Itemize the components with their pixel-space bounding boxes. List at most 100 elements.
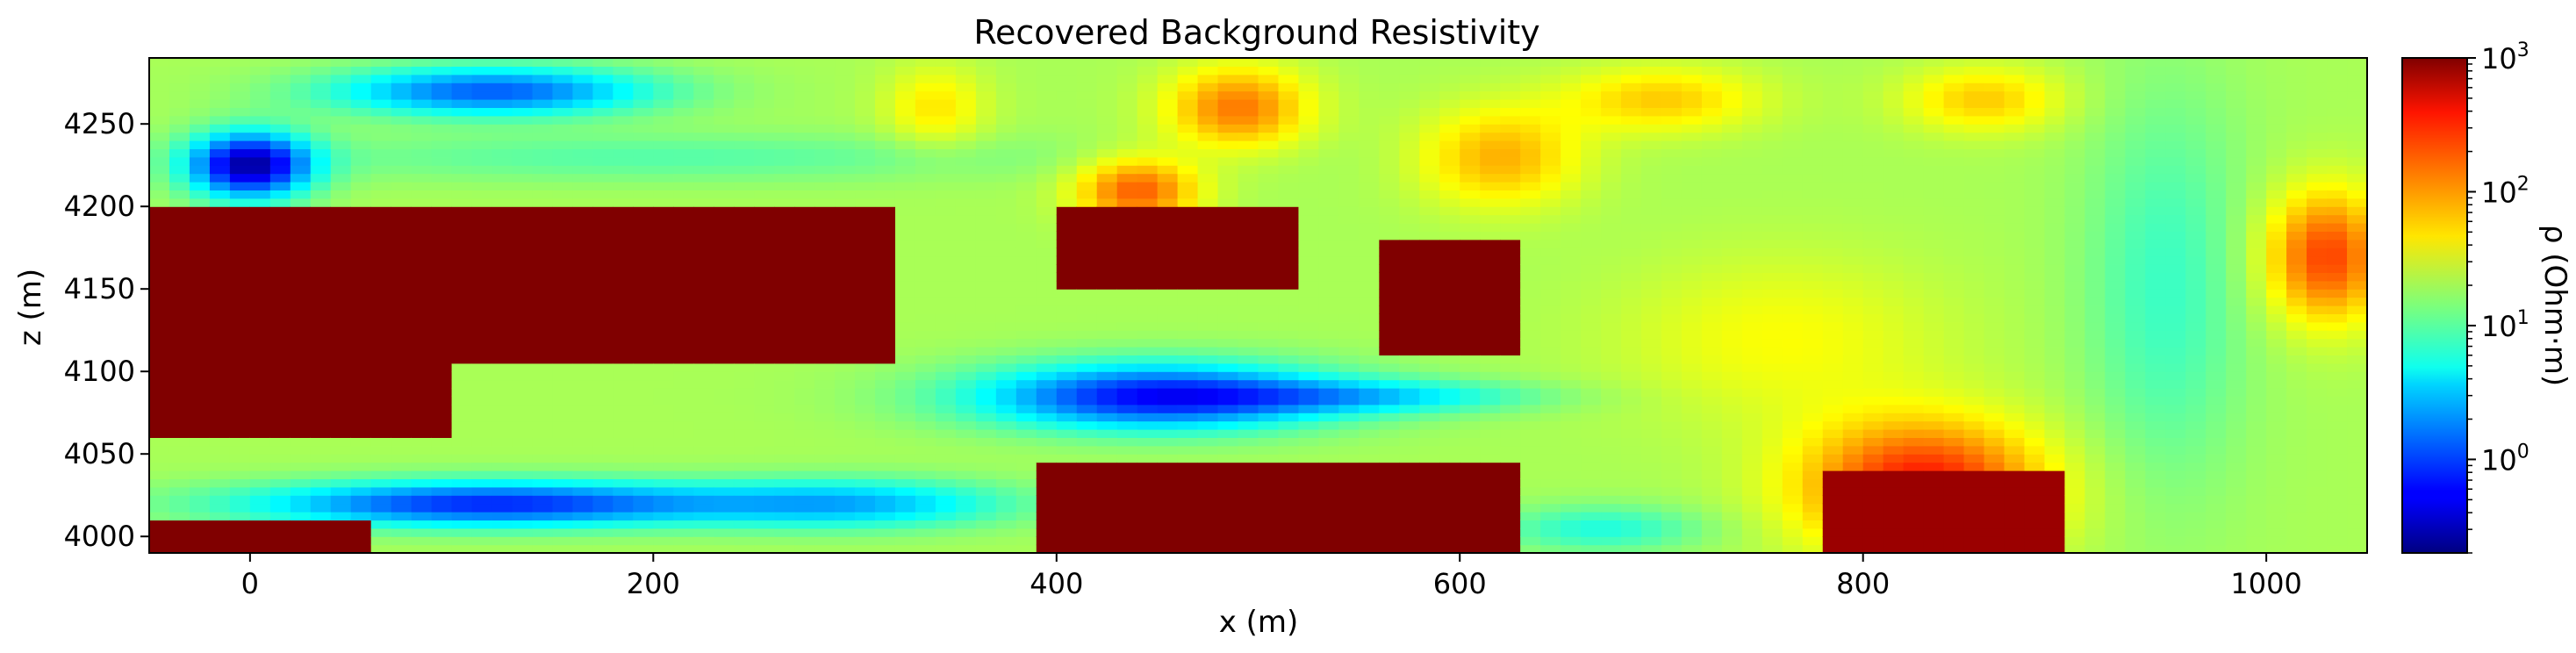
heatmap-cell xyxy=(411,231,433,240)
heatmap-cell xyxy=(1217,321,1239,331)
heatmap-cell xyxy=(774,214,795,224)
heatmap-cell xyxy=(1581,206,1602,216)
heatmap-cell xyxy=(471,371,493,381)
heatmap-cell xyxy=(875,404,896,413)
heatmap-cell xyxy=(1015,148,1037,158)
heatmap-cell xyxy=(1439,379,1460,389)
heatmap-cell xyxy=(492,248,513,257)
heatmap-cell xyxy=(1460,362,1481,372)
heatmap-cell xyxy=(714,132,735,141)
heatmap-cell xyxy=(673,66,694,75)
heatmap-cell xyxy=(290,362,312,372)
heatmap-cell xyxy=(714,264,735,273)
heatmap-cell xyxy=(350,330,372,340)
heatmap-cell xyxy=(552,486,574,496)
heatmap-cell xyxy=(1500,272,1521,282)
heatmap-cell xyxy=(1036,520,1058,529)
heatmap-cell xyxy=(894,206,916,216)
heatmap-cell xyxy=(855,223,876,232)
heatmap-cell xyxy=(471,520,493,529)
heatmap-cell xyxy=(431,182,453,190)
heatmap-cell xyxy=(1076,388,1098,397)
heatmap-cell xyxy=(835,223,856,232)
heatmap-cell xyxy=(1621,90,1642,100)
heatmap-cell xyxy=(1480,527,1501,537)
heatmap-cell xyxy=(350,347,372,355)
heatmap-cell xyxy=(1258,388,1280,397)
heatmap-cell xyxy=(1359,214,1380,224)
heatmap-cell xyxy=(592,437,614,447)
heatmap-cell xyxy=(894,330,916,340)
heatmap-cell xyxy=(1036,313,1058,323)
heatmap-cell xyxy=(431,495,453,505)
heatmap-cell xyxy=(1238,206,1259,216)
heatmap-cell xyxy=(794,305,815,314)
heatmap-cell xyxy=(1621,182,1642,190)
heatmap-cell xyxy=(492,313,513,323)
heatmap-cell xyxy=(1157,58,1179,67)
heatmap-cell xyxy=(451,388,473,397)
heatmap-cell xyxy=(1258,107,1280,117)
heatmap-cell xyxy=(955,124,977,133)
heatmap-cell xyxy=(532,190,554,199)
heatmap-cell xyxy=(1359,520,1380,529)
heatmap-cell xyxy=(492,83,513,92)
heatmap-cell xyxy=(613,462,634,471)
heatmap-cell xyxy=(391,536,413,546)
heatmap-cell xyxy=(1318,58,1339,67)
heatmap-cell xyxy=(592,520,614,529)
heatmap-cell xyxy=(1640,305,1662,314)
heatmap-cell xyxy=(1661,454,1683,463)
heatmap-cell xyxy=(1379,132,1400,141)
heatmap-cell xyxy=(734,536,755,546)
heatmap-cell xyxy=(1177,115,1199,125)
heatmap-cell xyxy=(1096,173,1118,183)
heatmap-cell xyxy=(532,90,554,100)
heatmap-cell xyxy=(492,182,513,190)
heatmap-cell xyxy=(1238,140,1259,149)
heatmap-cell xyxy=(189,527,211,537)
heatmap-cell xyxy=(955,486,977,496)
heatmap-cell xyxy=(572,330,593,340)
heatmap-cell xyxy=(1601,355,1622,364)
heatmap-cell xyxy=(1661,297,1683,306)
heatmap-cell xyxy=(653,90,674,100)
heatmap-cell xyxy=(754,66,775,75)
heatmap-cell xyxy=(229,437,251,447)
heatmap-cell xyxy=(249,362,271,372)
heatmap-cell xyxy=(1561,173,1582,183)
heatmap-cell xyxy=(1601,140,1622,149)
heatmap-cell xyxy=(1782,90,1804,100)
heatmap-cell xyxy=(290,338,312,348)
heatmap-cell xyxy=(1762,338,1783,348)
heatmap-cell xyxy=(774,362,795,372)
heatmap-cell xyxy=(693,305,714,314)
heatmap-cell xyxy=(1640,536,1662,546)
heatmap-cell xyxy=(592,527,614,537)
heatmap-cell xyxy=(613,132,634,141)
heatmap-cell xyxy=(391,486,413,496)
heatmap-cell xyxy=(471,330,493,340)
heatmap-cell xyxy=(1480,396,1501,405)
heatmap-cell xyxy=(754,74,775,83)
heatmap-cell xyxy=(894,396,916,405)
heatmap-cell xyxy=(411,255,433,265)
heatmap-cell xyxy=(1500,413,1521,422)
heatmap-cell xyxy=(1318,66,1339,75)
heatmap-cell xyxy=(1076,371,1098,381)
heatmap-cell xyxy=(1802,413,1824,422)
heatmap-cell xyxy=(1137,272,1159,282)
heatmap-cell xyxy=(1278,413,1300,422)
heatmap-cell xyxy=(1036,289,1058,298)
heatmap-cell xyxy=(1298,107,1320,117)
heatmap-cell xyxy=(1822,462,1844,471)
heatmap-cell xyxy=(1318,437,1339,447)
heatmap-cell xyxy=(855,190,876,199)
heatmap-cell xyxy=(249,148,271,158)
heatmap-cell xyxy=(1480,140,1501,149)
heatmap-cell xyxy=(229,503,251,513)
heatmap-cell xyxy=(1661,512,1683,520)
heatmap-cell xyxy=(1258,404,1280,413)
heatmap-cell xyxy=(189,83,211,92)
heatmap-cell xyxy=(1217,503,1239,513)
